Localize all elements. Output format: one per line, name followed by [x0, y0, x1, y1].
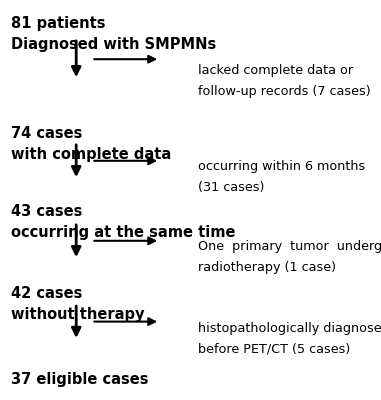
Text: radiotherapy (1 case): radiotherapy (1 case): [198, 261, 336, 274]
Text: follow-up records (7 cases): follow-up records (7 cases): [198, 85, 371, 98]
Text: 43 cases: 43 cases: [11, 204, 83, 219]
Text: 42 cases: 42 cases: [11, 286, 83, 301]
Text: occurring at the same time: occurring at the same time: [11, 225, 236, 240]
Text: occurring within 6 months: occurring within 6 months: [198, 160, 365, 173]
Text: with complete data: with complete data: [11, 147, 172, 162]
Text: without therapy: without therapy: [11, 307, 145, 322]
Text: (31 cases): (31 cases): [198, 181, 264, 194]
Text: One  primary  tumor  undergone: One primary tumor undergone: [198, 240, 381, 253]
Text: 81 patients: 81 patients: [11, 16, 106, 31]
Text: 37 eligible cases: 37 eligible cases: [11, 372, 149, 387]
Text: before PET/CT (5 cases): before PET/CT (5 cases): [198, 343, 351, 356]
Text: Diagnosed with SMPMNs: Diagnosed with SMPMNs: [11, 37, 217, 52]
Text: histopathologically diagnosed: histopathologically diagnosed: [198, 322, 381, 335]
Text: lacked complete data or: lacked complete data or: [198, 64, 353, 77]
Text: 74 cases: 74 cases: [11, 126, 83, 141]
